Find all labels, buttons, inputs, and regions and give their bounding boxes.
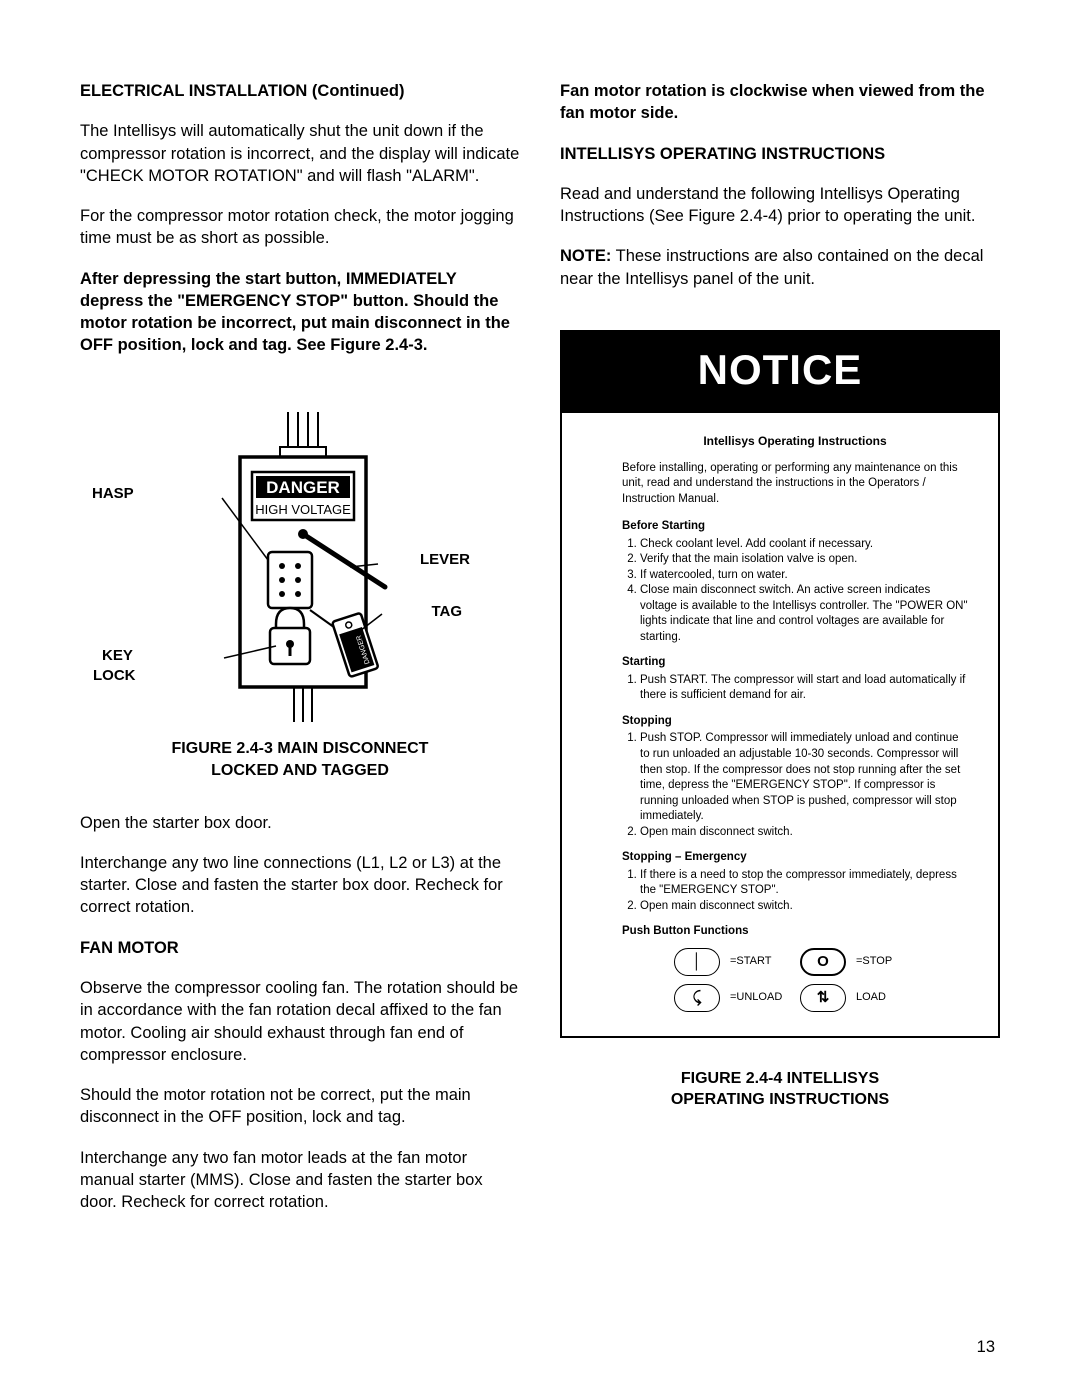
stop-label: =STOP (856, 954, 916, 969)
label-lock: LOCK (93, 666, 136, 686)
notice-sub-pb: Push Button Functions (622, 924, 968, 940)
notice-list-stopping: Push STOP. Compressor will immediately u… (622, 731, 968, 840)
note-para: NOTE: These instructions are also contai… (560, 245, 1000, 290)
start-icon: │ (674, 948, 720, 976)
label-hasp: HASP (92, 484, 134, 504)
list-item: If watercooled, turn on water. (640, 568, 968, 584)
figure-2-4-3: HASP LEVER TAG KEY LOCK DANGER HIGH VOLT… (80, 412, 520, 782)
label-lever: LEVER (420, 550, 470, 570)
list-item: Push STOP. Compressor will immediately u… (640, 731, 968, 824)
stop-icon: O (800, 948, 846, 976)
para: Observe the compressor cooling fan. The … (80, 977, 520, 1066)
notice-panel: NOTICE Intellisys Operating Instructions… (560, 330, 1000, 1038)
list-item: If there is a need to stop the compresso… (640, 868, 968, 899)
page-number: 13 (977, 1338, 995, 1357)
notice-sub-before: Before Starting (622, 519, 968, 535)
notice-list-before: Check coolant level. Add coolant if nece… (622, 537, 968, 646)
para-bold: Fan motor rotation is clockwise when vie… (560, 80, 1000, 125)
button-row-1: │ =START O =STOP (622, 948, 968, 976)
svg-text:HIGH VOLTAGE: HIGH VOLTAGE (255, 502, 351, 517)
button-row-2: ⤹ =UNLOAD ⇅ LOAD (622, 984, 968, 1012)
para: For the compressor motor rotation check,… (80, 205, 520, 250)
para: Open the starter box door. (80, 812, 520, 834)
svg-text:DANGER: DANGER (266, 478, 340, 497)
notice-sub-starting: Starting (622, 655, 968, 671)
two-column-layout: ELECTRICAL INSTALLATION (Continued) The … (80, 80, 1000, 1231)
para: Interchange any two line connections (L1… (80, 852, 520, 919)
note-label: NOTE: (560, 247, 611, 265)
right-column: Fan motor rotation is clockwise when vie… (560, 80, 1000, 1231)
unload-label: =UNLOAD (730, 990, 790, 1005)
notice-list-starting: Push START. The compressor will start an… (622, 673, 968, 704)
list-item: Check coolant level. Add coolant if nece… (640, 537, 968, 553)
list-item: Open main disconnect switch. (640, 899, 968, 915)
heading-intellisys: INTELLISYS OPERATING INSTRUCTIONS (560, 143, 1000, 165)
notice-title: Intellisys Operating Instructions (622, 433, 968, 449)
list-item: Verify that the main isolation valve is … (640, 552, 968, 568)
note-text: These instructions are also contained on… (560, 247, 983, 287)
heading-fan-motor: FAN MOTOR (80, 937, 520, 959)
label-tag: TAG (431, 602, 462, 622)
left-column: ELECTRICAL INSTALLATION (Continued) The … (80, 80, 520, 1231)
notice-body: Intellisys Operating Instructions Before… (562, 413, 998, 1036)
list-item: Push START. The compressor will start an… (640, 673, 968, 704)
para: Read and understand the following Intell… (560, 183, 1000, 228)
figure-2-4-4-caption: FIGURE 2.4-4 INTELLISYS OPERATING INSTRU… (560, 1068, 1000, 1111)
para: Should the motor rotation not be correct… (80, 1084, 520, 1129)
list-item: Close main disconnect switch. An active … (640, 583, 968, 645)
load-label: LOAD (856, 990, 916, 1005)
notice-intro: Before installing, operating or performi… (622, 461, 968, 508)
figure-2-4-3-caption: FIGURE 2.4-3 MAIN DISCONNECT LOCKED AND … (80, 738, 520, 781)
notice-sub-emerg: Stopping – Emergency (622, 850, 968, 866)
start-label: =START (730, 954, 790, 969)
label-key: KEY (102, 646, 133, 666)
para-bold: After depressing the start button, IMMED… (80, 268, 520, 357)
disconnect-diagram-svg: DANGER HIGH VOLTAGE (170, 412, 430, 722)
para: Interchange any two fan motor leads at t… (80, 1147, 520, 1214)
notice-header: NOTICE (562, 332, 998, 413)
notice-sub-stopping: Stopping (622, 714, 968, 730)
notice-list-emerg: If there is a need to stop the compresso… (622, 868, 968, 915)
heading-electrical: ELECTRICAL INSTALLATION (Continued) (80, 80, 520, 102)
list-item: Open main disconnect switch. (640, 825, 968, 841)
para: The Intellisys will automatically shut t… (80, 120, 520, 187)
load-icon: ⇅ (800, 984, 846, 1012)
unload-icon: ⤹ (674, 984, 720, 1012)
